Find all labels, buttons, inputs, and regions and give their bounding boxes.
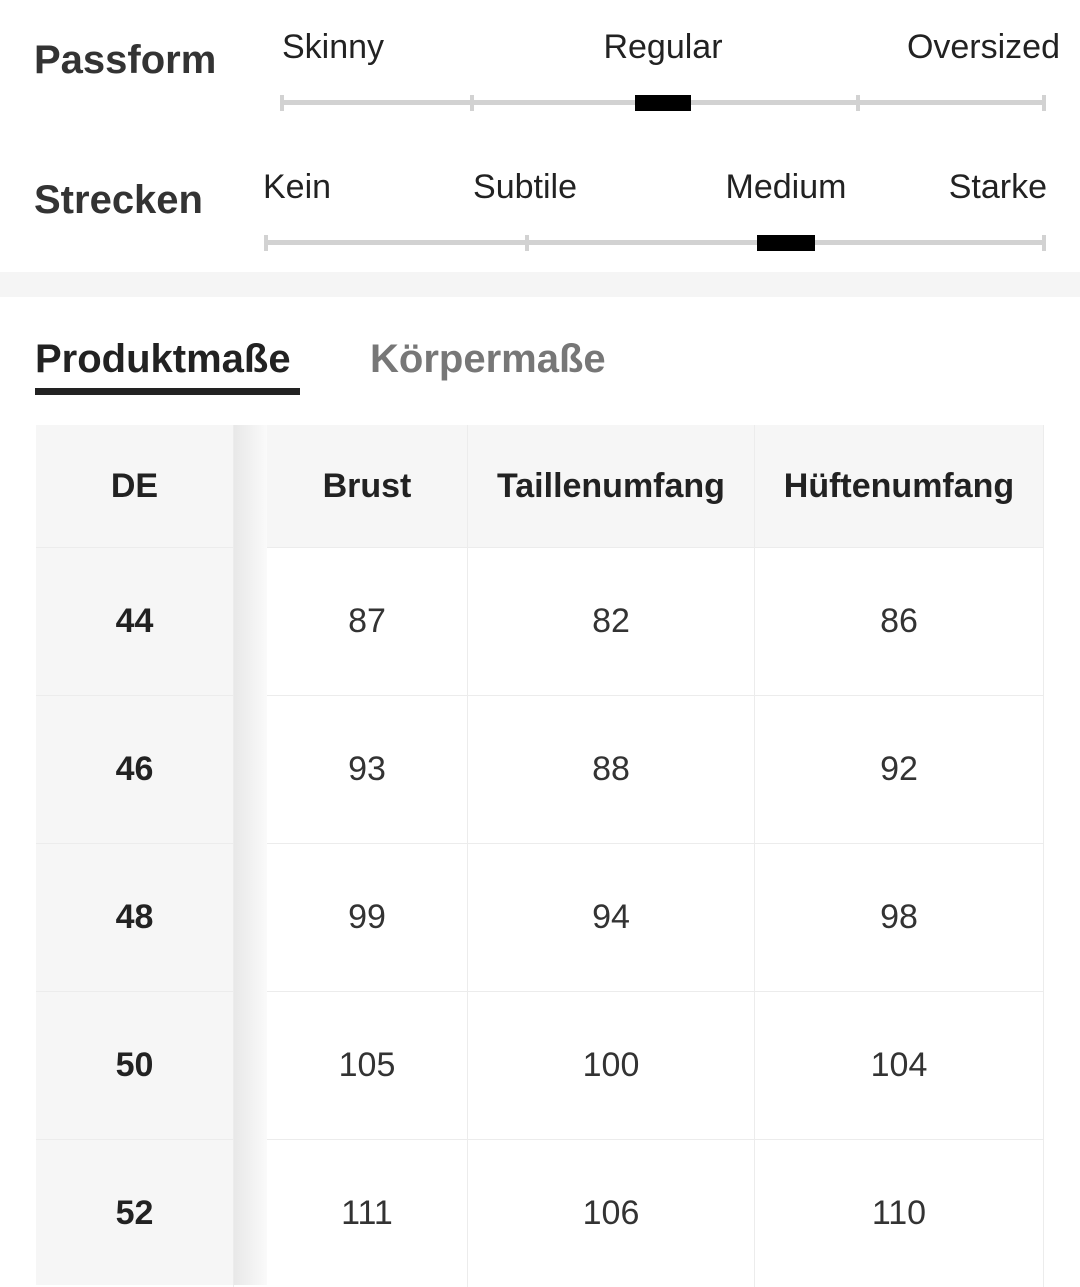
value-cell: 86 [755,547,1044,695]
value-cell: 106 [468,1139,755,1287]
value-cell: 105 [267,991,468,1139]
value-cell: 98 [755,843,1044,991]
value-cell: 92 [755,695,1044,843]
tab-underline [35,388,300,395]
header-cell: Hüftenumfang [755,425,1044,547]
header-cell: DE [36,425,234,547]
slider-indicator [757,235,815,251]
size-cell: 50 [36,991,234,1139]
slider-tick [280,95,284,111]
slider-track [264,240,1046,245]
slider-option[interactable]: Oversized [906,28,1060,66]
first-column-bg [36,425,234,1285]
value-cell: 100 [468,991,755,1139]
value-cell: 88 [468,695,755,843]
size-cell: 48 [36,843,234,991]
header-cell: Brust [267,425,468,547]
value-cell: 104 [755,991,1044,1139]
size-cell: 52 [36,1139,234,1287]
slider-tick [856,95,860,111]
tab[interactable]: Körpermaße [370,337,606,381]
slider-tick [1042,235,1046,251]
value-cell: 99 [267,843,468,991]
size-cell: 44 [36,547,234,695]
size-table: DE Brust Taillenumfang Hüftenumfang 44 87 82 86… [36,425,1044,1287]
value-cell: 87 [267,547,468,695]
sticky-shadow [234,425,267,1285]
header-bg [267,425,1044,547]
slider-tick [264,235,268,251]
size-cell: 46 [36,695,234,843]
slider-option[interactable]: Subtile [473,168,577,206]
slider-option[interactable]: Skinny [282,28,385,66]
tab[interactable]: Produktmaße [35,337,291,381]
slider-tick [1042,95,1046,111]
separator [0,272,1080,297]
slider-label: Passform [34,38,217,82]
value-cell: 82 [468,547,755,695]
slider-option[interactable]: Kein [263,168,332,206]
slider-option[interactable]: Medium [725,168,847,206]
slider-tick [470,95,474,111]
header-cell: Taillenumfang [468,425,755,547]
value-cell: 94 [468,843,755,991]
slider-option[interactable]: Starke [948,168,1047,206]
slider-indicator [635,95,691,111]
slider-label: Strecken [34,178,203,222]
value-cell: 110 [755,1139,1044,1287]
slider-option[interactable]: Regular [603,28,723,66]
value-cell: 93 [267,695,468,843]
slider-tick [525,235,529,251]
value-cell: 111 [267,1139,468,1287]
